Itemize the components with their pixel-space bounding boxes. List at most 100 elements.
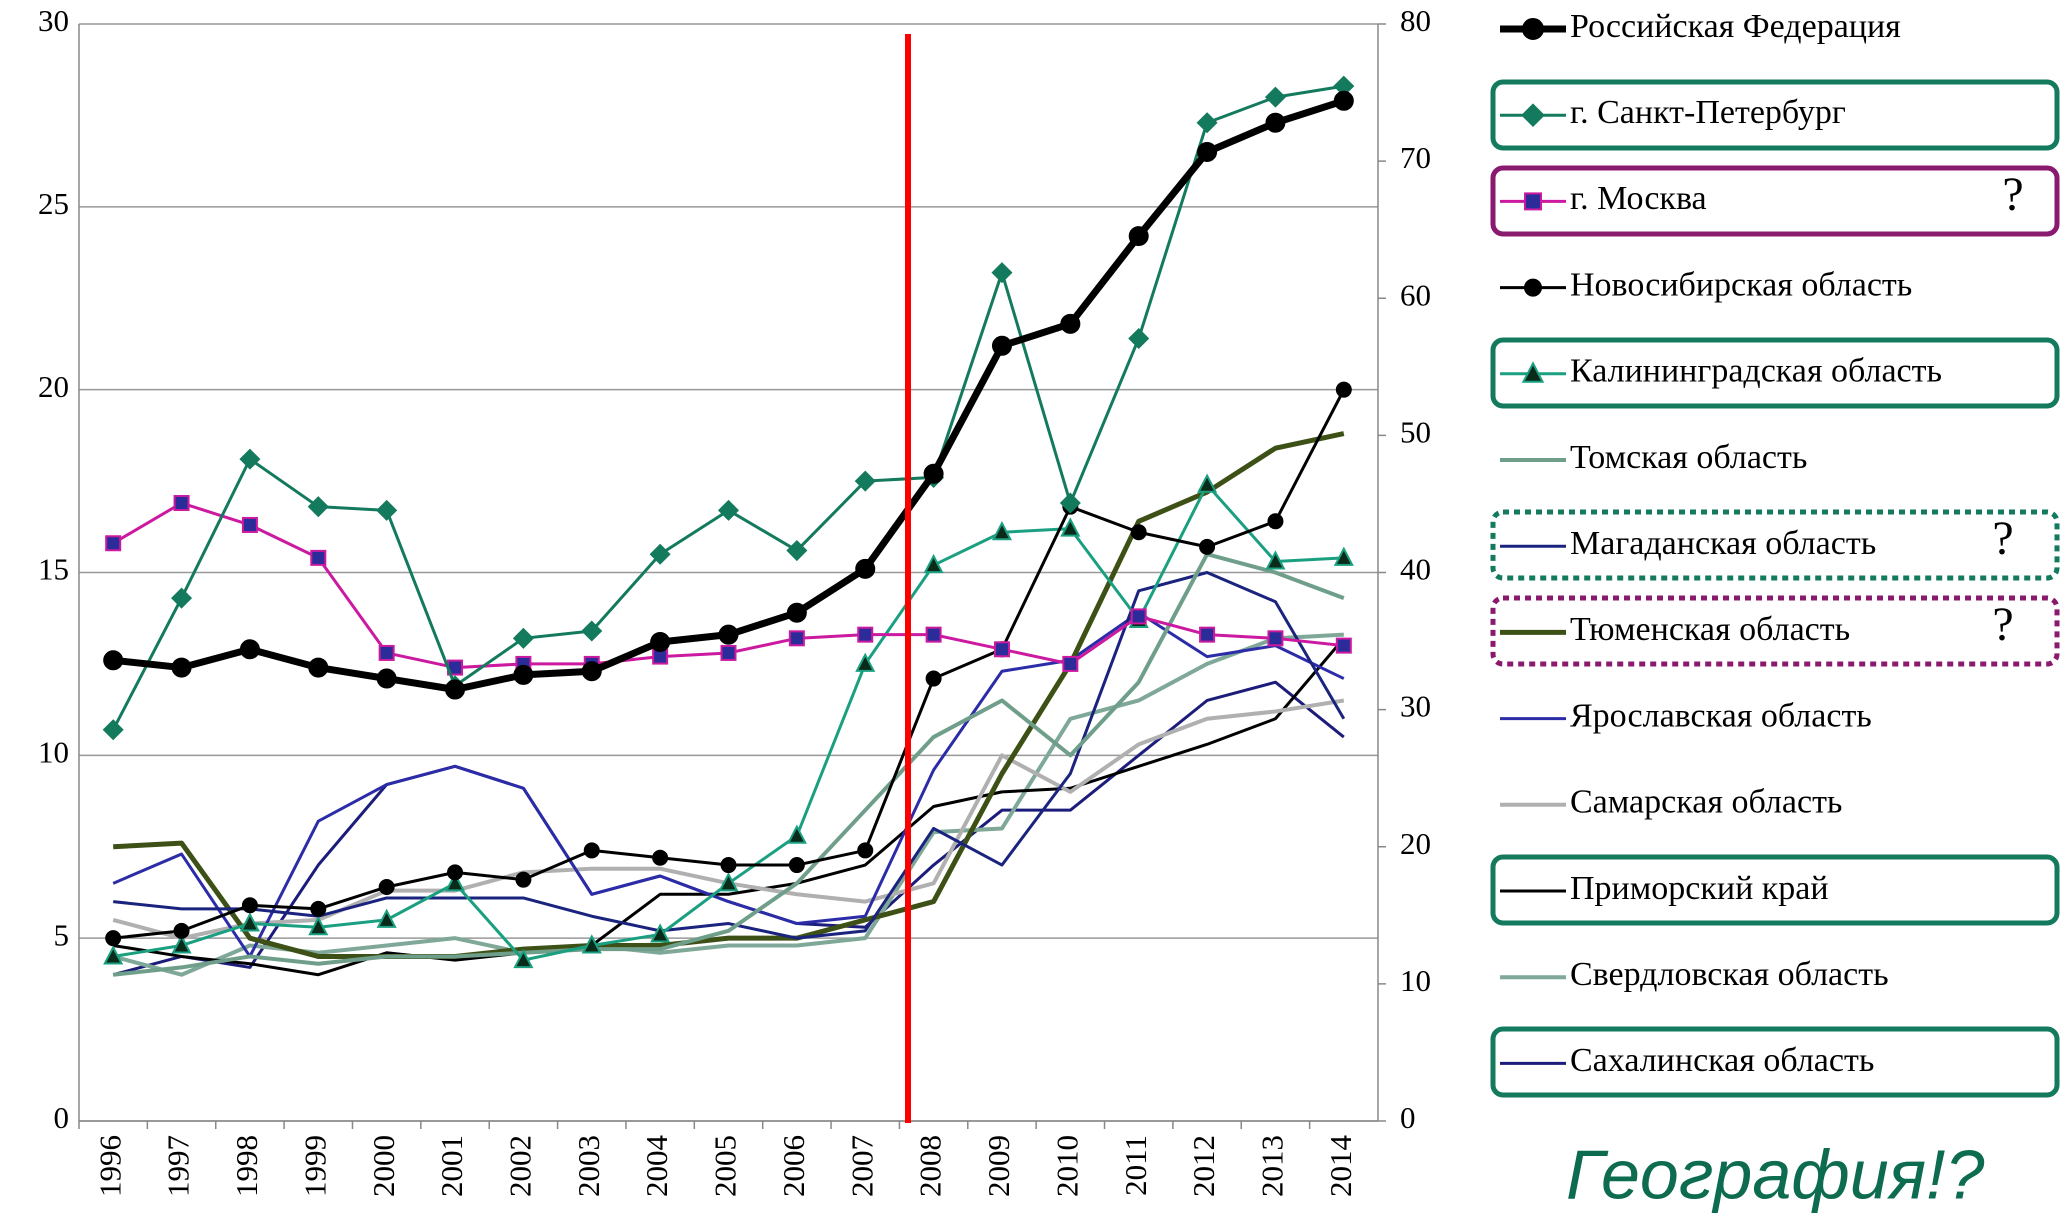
marker (1524, 278, 1542, 297)
y-tick-label: 10 (38, 734, 69, 769)
marker (105, 535, 122, 552)
marker (650, 923, 671, 943)
series (112, 637, 1345, 977)
y-tick-label: 25 (38, 186, 69, 221)
marker (923, 553, 944, 574)
y-tick-label: 0 (54, 1100, 70, 1135)
marker (1197, 141, 1218, 162)
marker (1265, 550, 1286, 570)
marker (1335, 637, 1352, 654)
legend-label: Самарская область (1570, 784, 1842, 821)
y-tick-label: 20 (38, 369, 69, 404)
marker (376, 499, 398, 521)
marker (103, 945, 124, 965)
marker (1128, 226, 1149, 247)
x-tick-label: 2006 (776, 1135, 811, 1197)
marker (788, 857, 805, 874)
marker (241, 897, 258, 914)
annotation: ? (1992, 512, 2013, 565)
x-tick-label: 2005 (708, 1135, 743, 1197)
marker (1062, 655, 1079, 672)
marker (923, 463, 944, 484)
marker (788, 630, 805, 647)
legend-label: Ярославская область (1570, 697, 1872, 734)
marker (171, 587, 193, 609)
marker (308, 657, 329, 678)
marker (1521, 361, 1545, 383)
marker (447, 864, 464, 881)
x-tick-label: 2010 (1049, 1135, 1084, 1197)
marker (1197, 473, 1218, 493)
marker (515, 871, 532, 888)
line (113, 431, 1345, 959)
x-tick-label: 2003 (571, 1135, 606, 1197)
marker (786, 602, 807, 623)
marker (376, 908, 397, 928)
marker (991, 521, 1013, 541)
x-tick-label: 2014 (1323, 1135, 1358, 1198)
marker (1267, 630, 1284, 647)
marker (718, 872, 739, 892)
marker (444, 872, 466, 892)
marker (1199, 626, 1216, 643)
marker (310, 900, 327, 917)
marker (376, 668, 397, 689)
marker (1333, 90, 1354, 111)
y2-tick-label: 60 (1400, 277, 1431, 312)
legend-label: Сахалинская область (1570, 1042, 1874, 1079)
y2-tick-label: 10 (1400, 963, 1431, 998)
marker (307, 496, 329, 518)
y2-tick-label: 70 (1400, 140, 1431, 175)
x-tick-label: 2004 (639, 1135, 674, 1198)
x-tick-label: 2013 (1255, 1135, 1290, 1197)
x-tick-label: 2002 (503, 1135, 538, 1197)
series (103, 90, 1354, 700)
marker (378, 878, 395, 895)
x-tick-label: 1998 (229, 1135, 264, 1197)
x-tick-label: 1997 (161, 1135, 196, 1197)
series (112, 632, 1344, 977)
series (113, 431, 1345, 959)
x-tick-label: 2009 (981, 1135, 1016, 1197)
marker (239, 639, 260, 660)
x-tick-label: 2001 (434, 1135, 469, 1197)
legend-label: Магаданская область (1570, 525, 1876, 562)
marker (1128, 327, 1150, 349)
legend-label: г. Москва (1570, 180, 1707, 217)
legend-frame (1490, 337, 2060, 409)
marker (1199, 538, 1216, 555)
legend-frame (1490, 509, 2060, 581)
marker (925, 626, 942, 643)
line (112, 97, 1345, 694)
marker (1130, 524, 1147, 541)
marker (993, 641, 1010, 658)
x-tick-label: 2008 (913, 1135, 948, 1197)
y2-tick-label: 80 (1400, 3, 1431, 38)
marker (1335, 381, 1352, 398)
y-tick-label: 5 (54, 917, 70, 952)
marker (310, 549, 327, 566)
marker (1265, 112, 1286, 133)
marker (581, 661, 602, 682)
legend-label: Томская область (1570, 439, 1807, 476)
marker (513, 664, 534, 685)
marker (720, 857, 737, 874)
marker (1196, 112, 1218, 134)
marker (171, 934, 192, 954)
annotation: География!? (1566, 1135, 1984, 1213)
legend-label: Новосибирская область (1570, 266, 1912, 303)
line (112, 632, 1344, 977)
x-tick-label: 2011 (1118, 1135, 1153, 1196)
marker (1130, 608, 1147, 625)
legend-label: Российская Федерация (1570, 8, 1901, 45)
marker (649, 543, 671, 565)
marker (102, 719, 124, 741)
marker (1521, 103, 1545, 128)
marker (857, 626, 874, 643)
marker (652, 849, 669, 866)
marker (925, 670, 942, 687)
marker (581, 620, 603, 642)
marker (308, 915, 329, 936)
marker (786, 824, 807, 844)
x-tick-label: 2012 (1186, 1135, 1221, 1197)
